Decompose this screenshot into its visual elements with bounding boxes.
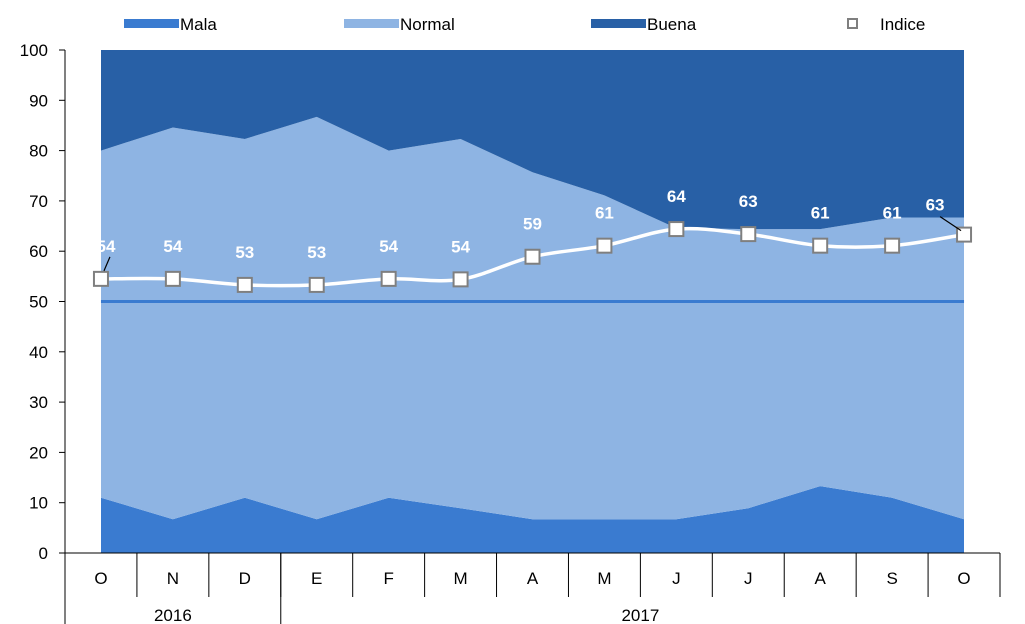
area-normal — [101, 116, 964, 520]
y-tick-label: 40 — [29, 343, 48, 362]
index-marker — [812, 237, 829, 254]
x-tick-label: A — [815, 569, 827, 588]
y-tick-label: 80 — [29, 142, 48, 161]
x-tick-label: A — [527, 569, 539, 588]
y-tick-label: 10 — [29, 494, 48, 513]
legend-swatch-buena — [591, 19, 646, 28]
y-tick-label: 0 — [39, 544, 48, 563]
year-label: 2016 — [154, 606, 192, 624]
index-value-label: 61 — [595, 204, 614, 223]
leader-line — [103, 256, 111, 272]
index-value-label: 54 — [97, 237, 116, 256]
index-value-label: 54 — [451, 237, 470, 256]
y-tick-label: 70 — [29, 192, 48, 211]
index-value-label: 63 — [926, 196, 945, 215]
y-tick-label: 60 — [29, 242, 48, 261]
legend-swatch-mala — [124, 19, 179, 28]
index-marker — [884, 237, 901, 254]
x-tick-label: E — [311, 569, 322, 588]
data-labels: 54 54 53 53 54 54 59 61 64 63 61 61 63 — [97, 187, 962, 272]
x-axis: O N D E F M A M J J A S O 2016 2017 — [64, 552, 1001, 624]
y-tick-label: 30 — [29, 393, 48, 412]
x-tick-label: F — [383, 569, 393, 588]
index-marker — [164, 270, 181, 287]
index-marker — [308, 276, 325, 293]
y-tick-label: 100 — [20, 41, 48, 60]
index-value-label: 53 — [307, 243, 326, 262]
stacked-areas — [101, 50, 964, 553]
x-tick-label: D — [239, 569, 251, 588]
legend-label-buena: Buena — [647, 15, 697, 34]
leader-line — [939, 216, 962, 232]
x-tick-label: O — [957, 569, 970, 588]
x-tick-label: M — [597, 569, 611, 588]
x-tick-label: O — [94, 569, 107, 588]
index-value-label: 59 — [523, 215, 542, 234]
index-value-label: 54 — [379, 237, 398, 256]
area-buena — [101, 50, 964, 230]
index-marker — [236, 276, 253, 293]
index-value-label: 63 — [739, 192, 758, 211]
index-line-group — [92, 221, 973, 293]
index-value-label: 54 — [163, 237, 182, 256]
x-tick-label: J — [744, 569, 753, 588]
legend: Mala Normal Buena Indice — [124, 15, 925, 34]
legend-swatch-normal — [344, 19, 399, 28]
index-marker — [596, 237, 613, 254]
y-tick-label: 20 — [29, 443, 48, 462]
index-value-label: 61 — [811, 204, 830, 223]
x-tick-label: M — [453, 569, 467, 588]
y-axis: 0 10 20 30 40 50 60 70 80 90 100 — [20, 41, 66, 563]
index-value-label: 61 — [883, 204, 902, 223]
area-mala — [101, 486, 964, 553]
index-marker — [956, 226, 973, 243]
index-value-label: 64 — [667, 187, 686, 206]
legend-label-indice: Indice — [880, 15, 925, 34]
x-tick-label: N — [167, 569, 179, 588]
year-label: 2017 — [621, 606, 659, 624]
index-marker — [380, 270, 397, 287]
index-marker — [452, 271, 469, 288]
index-marker — [740, 226, 757, 243]
index-marker — [92, 270, 109, 287]
x-tick-label: S — [886, 569, 897, 588]
index-marker — [668, 221, 685, 238]
index-value-label: 53 — [235, 243, 254, 262]
index-marker — [524, 248, 541, 265]
legend-swatch-indice — [847, 18, 858, 29]
y-tick-label: 90 — [29, 91, 48, 110]
legend-label-mala: Mala — [180, 15, 217, 34]
y-tick-label: 50 — [29, 293, 48, 312]
x-tick-label: J — [672, 569, 681, 588]
legend-label-normal: Normal — [400, 15, 455, 34]
